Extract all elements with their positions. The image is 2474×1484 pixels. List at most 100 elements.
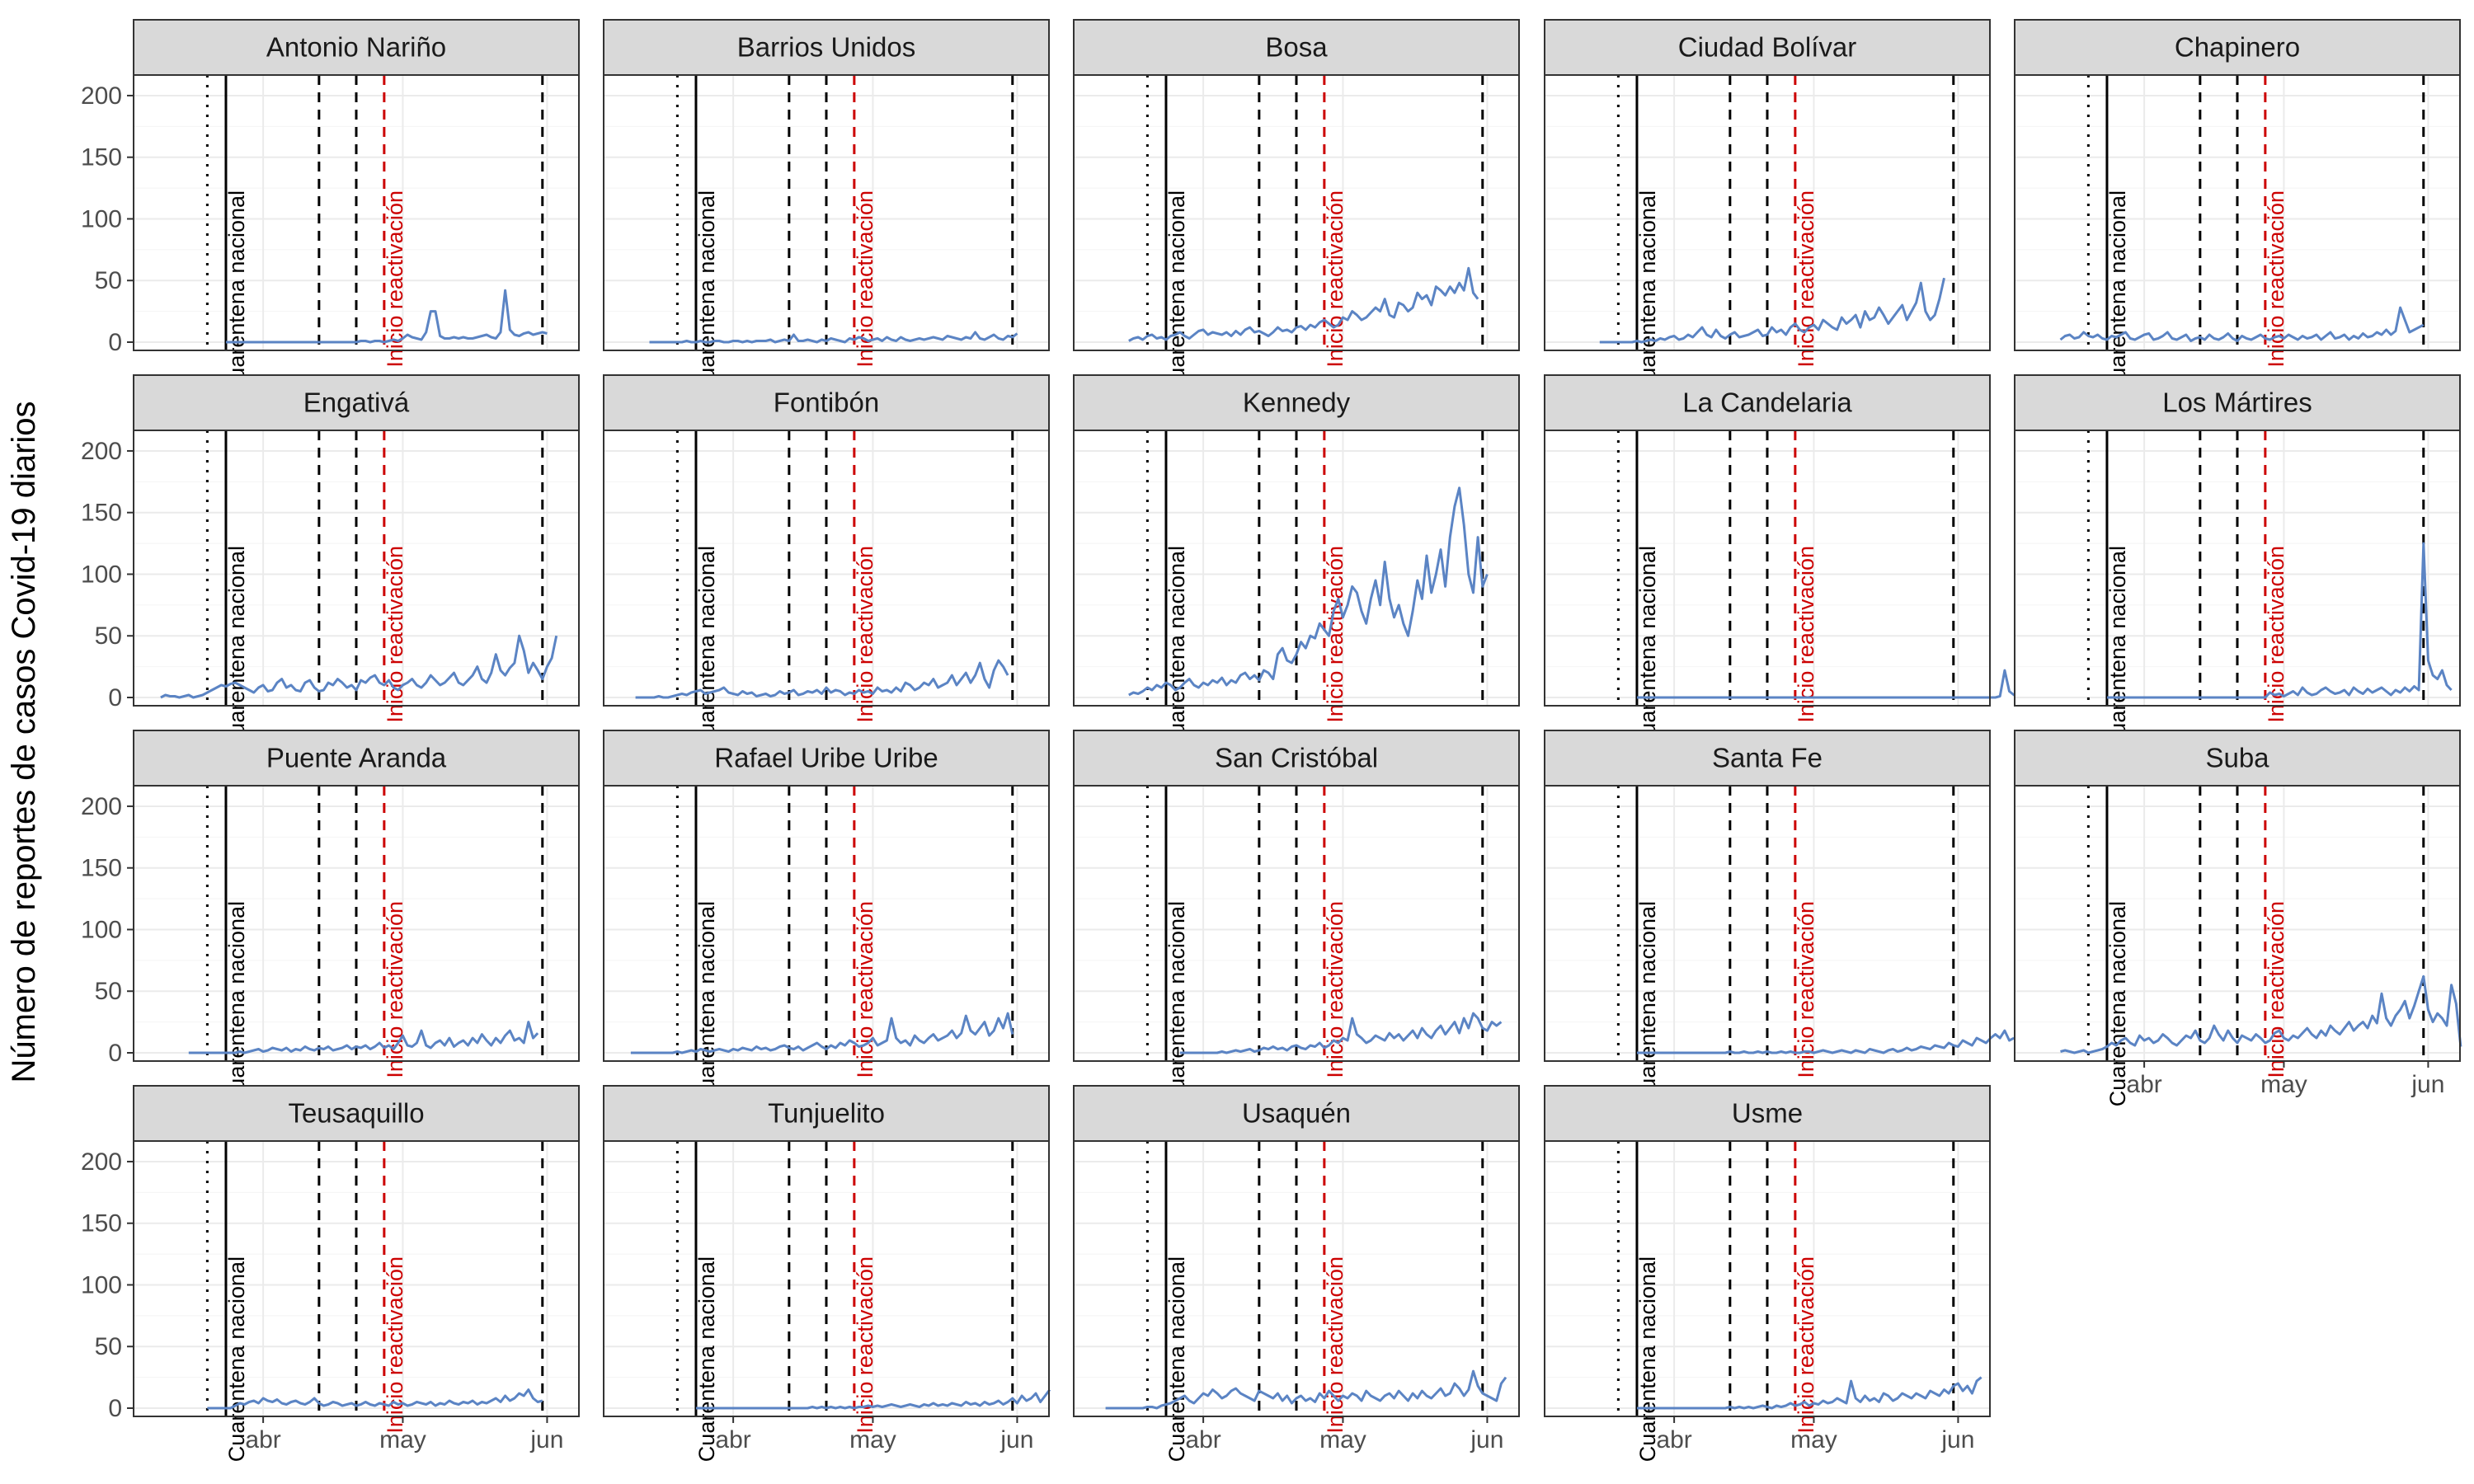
panel-santa-fe: Santa Fe Cuarentena nacional Inicio reacti…: [1544, 730, 2015, 1106]
vline-annotation: Inicio reactivación: [383, 1256, 407, 1434]
series-line-la-candelaria: [1637, 669, 2025, 699]
panel-teusaquillo: Teusaquillo Cuarentena nacional Inicio rea…: [81, 1085, 580, 1462]
x-axis: abr may jun: [245, 1416, 563, 1453]
panel-strip: [1073, 19, 1520, 76]
series-line-usaquen: [1105, 1369, 1507, 1410]
vline-annotation: Inicio reactivación: [853, 546, 877, 723]
x-tick-label: abr: [245, 1426, 280, 1453]
vline-annotation: Inicio reactivación: [853, 190, 877, 368]
panel-san-cristobal: San Cristóbal Cuarentena nacional Inicio r…: [1073, 730, 1520, 1106]
panel-title: Ciudad Bolívar: [1678, 32, 1856, 63]
x-tick-label: jun: [999, 1426, 1033, 1453]
vline-annotation: Inicio reactivación: [1323, 190, 1348, 368]
panel-border: [603, 430, 1050, 707]
panel-title: Santa Fe: [1712, 743, 1823, 773]
vline-annotation: Cuarentena nacional: [2105, 901, 2130, 1106]
panel-suba: Suba Cuarentena nacional Inicio reactivaci…: [2014, 730, 2462, 1106]
vline-annotation: Cuarentena nacional: [224, 190, 249, 396]
y-tick-label: 150: [81, 1210, 122, 1237]
panel-strip: [603, 730, 1050, 787]
x-tick-label: may: [379, 1426, 426, 1453]
panel-title: Chapinero: [2175, 32, 2300, 63]
panel-strip: [2014, 374, 2461, 431]
series-line-rafael-uribe-uribe: [630, 1012, 1014, 1054]
series-line-bosa: [1128, 266, 1479, 342]
vline-annotation: Inicio reactivación: [1323, 901, 1348, 1078]
vline-annotation: Inicio reactivación: [1794, 546, 1818, 723]
y-tick-label: 200: [81, 1148, 122, 1176]
panel-border: [1544, 74, 1991, 351]
x-tick-label: may: [849, 1426, 896, 1453]
panel-title: Fontibón: [774, 387, 879, 418]
panel-title: San Cristóbal: [1215, 743, 1378, 773]
y-tick-label: 200: [81, 82, 122, 110]
series-line-fontibon: [635, 659, 1009, 699]
panel-title: Teusaquillo: [288, 1098, 424, 1129]
y-tick-label: 100: [81, 1271, 122, 1298]
panel-chapinero: Chapinero Cuarentena nacional Inicio react…: [2014, 19, 2461, 396]
vline-annotation: Cuarentena nacional: [694, 190, 719, 396]
panel-border: [1544, 785, 1991, 1062]
vline-annotation: Cuarentena nacional: [1164, 546, 1189, 751]
vline-annotation: Inicio reactivación: [1794, 190, 1818, 368]
y-tick-label: 50: [95, 267, 122, 294]
vline-annotation: Cuarentena nacional: [694, 901, 719, 1106]
y-tick-label: 100: [81, 916, 122, 943]
panel-strip: [1544, 730, 1991, 787]
vline-annotation: Inicio reactivación: [2264, 190, 2288, 368]
x-tick-label: jun: [2411, 1071, 2444, 1098]
vline-annotation: Cuarentena nacional: [1635, 546, 1660, 751]
panel-title: Rafael Uribe Uribe: [714, 743, 938, 773]
panel-title: La Candelaria: [1682, 387, 1852, 418]
series-line-chapinero: [2059, 306, 2425, 342]
y-axis: 0 50 100 150 200: [81, 438, 134, 711]
panel-title: Barrios Unidos: [737, 32, 915, 63]
vline-annotation: Cuarentena nacional: [1635, 1256, 1660, 1462]
x-tick-label: may: [2260, 1071, 2307, 1098]
panel-puente-aranda: Puente Aranda Cuarentena nacional Inicio r…: [81, 730, 580, 1106]
panel-engativa: Engativá Cuarentena nacional Inicio reacti…: [81, 374, 580, 751]
x-tick-label: abr: [1656, 1426, 1691, 1453]
y-tick-label: 150: [81, 500, 122, 527]
vline-annotation: Inicio reactivación: [383, 546, 407, 723]
x-axis: abr may jun: [1656, 1416, 1974, 1453]
panel-title: Bosa: [1265, 32, 1328, 63]
y-tick-label: 200: [81, 438, 122, 465]
panel-border: [1544, 1140, 1991, 1417]
panel-title: Kennedy: [1243, 387, 1351, 418]
series-line-santa-fe: [1637, 1029, 2015, 1054]
facet-panels: Antonio Nariño Cuarentena nacional Inicio …: [81, 19, 2462, 1462]
panel-usaquen: Usaquén Cuarentena nacional Inicio reactiv…: [1073, 1085, 1520, 1462]
panel-border: [603, 785, 1050, 1062]
x-tick-label: may: [1319, 1426, 1366, 1453]
vline-annotation: Cuarentena nacional: [1164, 190, 1189, 396]
vline-annotation: Cuarentena nacional: [2105, 546, 2130, 751]
x-axis: abr may jun: [1185, 1416, 1503, 1453]
panel-border: [1544, 430, 1991, 707]
y-tick-label: 0: [108, 1040, 122, 1067]
series-line-tunjuelito: [696, 1388, 1051, 1410]
y-tick-label: 150: [81, 144, 122, 171]
x-tick-label: abr: [2126, 1071, 2161, 1098]
x-tick-label: jun: [1470, 1426, 1503, 1453]
series-line-teusaquillo: [207, 1388, 543, 1410]
panel-strip: [1073, 1085, 1520, 1142]
x-tick-label: jun: [529, 1426, 563, 1453]
series-line-suba: [2060, 974, 2462, 1054]
panel-border: [1073, 430, 1520, 707]
series-line-engativa: [160, 634, 558, 699]
panel-title: Los Mártires: [2162, 387, 2312, 418]
vline-annotation: Inicio reactivación: [1323, 1256, 1348, 1434]
vline-annotation: Cuarentena nacional: [224, 546, 249, 751]
panel-strip: [133, 1085, 580, 1142]
series-line-usme: [1637, 1376, 1982, 1410]
panel-strip: [1544, 19, 1991, 76]
x-tick-label: jun: [1940, 1426, 1974, 1453]
panel-rafael-uribe-uribe: Rafael Uribe Uribe Cuarentena nacional Ini…: [603, 730, 1050, 1106]
panel-strip: [133, 730, 580, 787]
panel-border: [1073, 785, 1520, 1062]
panel-title: Antonio Nariño: [266, 32, 446, 63]
